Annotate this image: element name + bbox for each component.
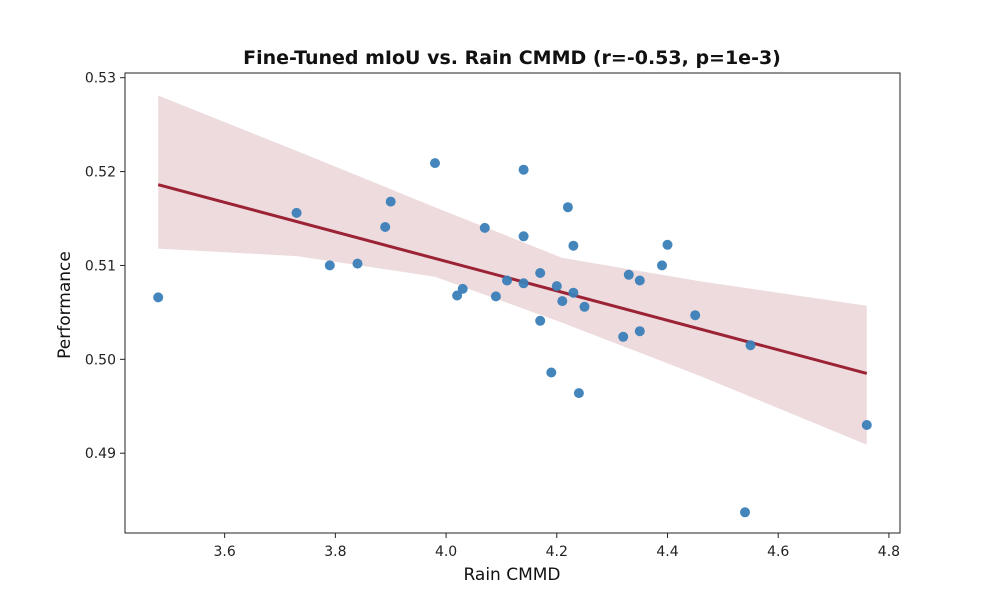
data-point-29 <box>634 326 645 337</box>
confidence-band <box>158 95 867 445</box>
data-point-4 <box>352 258 363 269</box>
data-point-5 <box>380 222 391 232</box>
x-axis-ticks: 3.6 3.8 4.0 4.2 4.4 4.6 4.8 <box>214 533 900 560</box>
data-point-24 <box>573 388 584 399</box>
data-points-layer <box>153 158 872 518</box>
x-axis-title: Rain CMMD <box>463 565 560 585</box>
data-point-21 <box>562 202 573 213</box>
data-point-1 <box>153 292 164 303</box>
x-tick-label: 3.6 <box>214 544 236 560</box>
data-point-19 <box>551 281 562 292</box>
confidence-band-layer <box>158 95 867 445</box>
x-tick-label: 4.4 <box>656 544 678 560</box>
data-point-18 <box>546 367 557 378</box>
x-tick-label: 3.8 <box>324 544 346 560</box>
data-point-31 <box>662 239 673 250</box>
data-point-16 <box>535 268 546 278</box>
data-point-26 <box>618 331 629 342</box>
plot-area-frame <box>124 72 901 534</box>
y-tick-label: 0.52 <box>85 165 116 181</box>
data-point-33 <box>740 507 750 518</box>
data-point-7 <box>430 158 440 169</box>
x-tick-label: 4.2 <box>546 544 568 560</box>
data-point-15 <box>518 278 529 289</box>
data-point-9 <box>457 283 468 294</box>
y-tick-label: 0.50 <box>85 352 116 368</box>
data-point-25 <box>579 301 590 312</box>
data-point-35 <box>861 420 872 430</box>
data-point-10 <box>479 222 490 233</box>
data-point-14 <box>518 231 529 242</box>
x-tick-label: 4.0 <box>435 544 457 560</box>
data-point-12 <box>502 275 512 286</box>
y-axis-title: Performance <box>55 251 75 359</box>
y-tick-label: 0.51 <box>85 258 116 274</box>
data-point-28 <box>634 275 645 286</box>
data-point-34 <box>745 340 756 351</box>
regression-line <box>157 183 868 375</box>
data-point-22 <box>568 240 579 251</box>
data-point-32 <box>690 310 701 321</box>
y-tick-label: 0.53 <box>85 71 116 87</box>
data-point-2 <box>291 207 302 218</box>
y-tick-label: 0.49 <box>85 446 116 462</box>
data-point-13 <box>518 164 529 175</box>
y-axis-ticks: 0.49 0.50 0.51 0.52 0.53 <box>85 71 125 462</box>
regression-line-layer <box>157 183 868 375</box>
data-point-11 <box>490 291 501 302</box>
x-tick-label: 4.6 <box>767 544 789 560</box>
data-point-3 <box>324 260 335 271</box>
data-point-30 <box>657 260 667 271</box>
data-point-8 <box>452 290 463 301</box>
data-point-17 <box>535 315 546 326</box>
chart-title: Fine-Tuned mIoU vs. Rain CMMD (r=-0.53, … <box>243 47 781 69</box>
data-point-6 <box>385 196 396 207</box>
data-point-23 <box>568 287 579 298</box>
x-tick-label: 4.8 <box>878 544 900 560</box>
data-point-20 <box>557 296 568 307</box>
data-point-27 <box>623 269 634 280</box>
